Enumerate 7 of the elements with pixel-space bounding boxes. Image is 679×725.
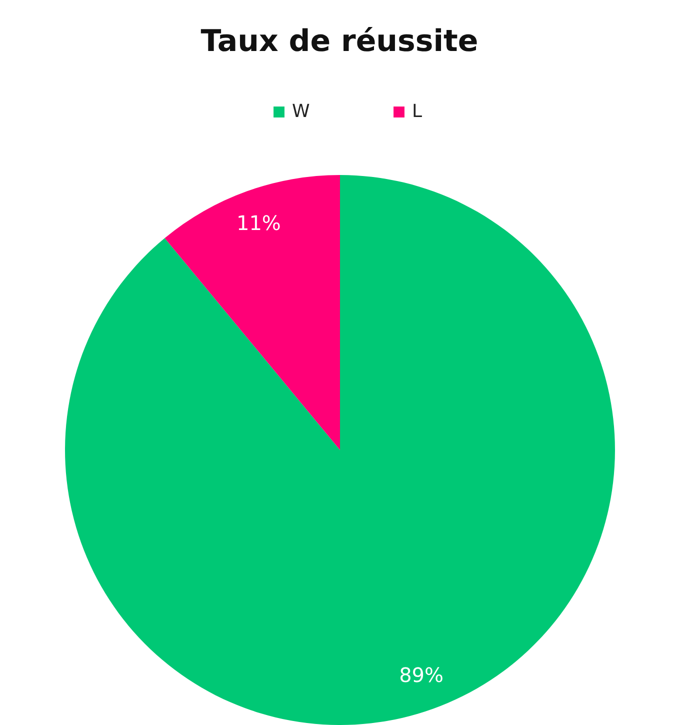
data-label: 11% [236,211,281,236]
chart-title: Taux de réussite [200,24,478,59]
pie-slice [164,175,340,450]
data-label: 89% [399,662,444,687]
pie-slice [65,175,615,725]
legend-label: L [412,101,422,122]
legend-label: W [292,101,310,122]
